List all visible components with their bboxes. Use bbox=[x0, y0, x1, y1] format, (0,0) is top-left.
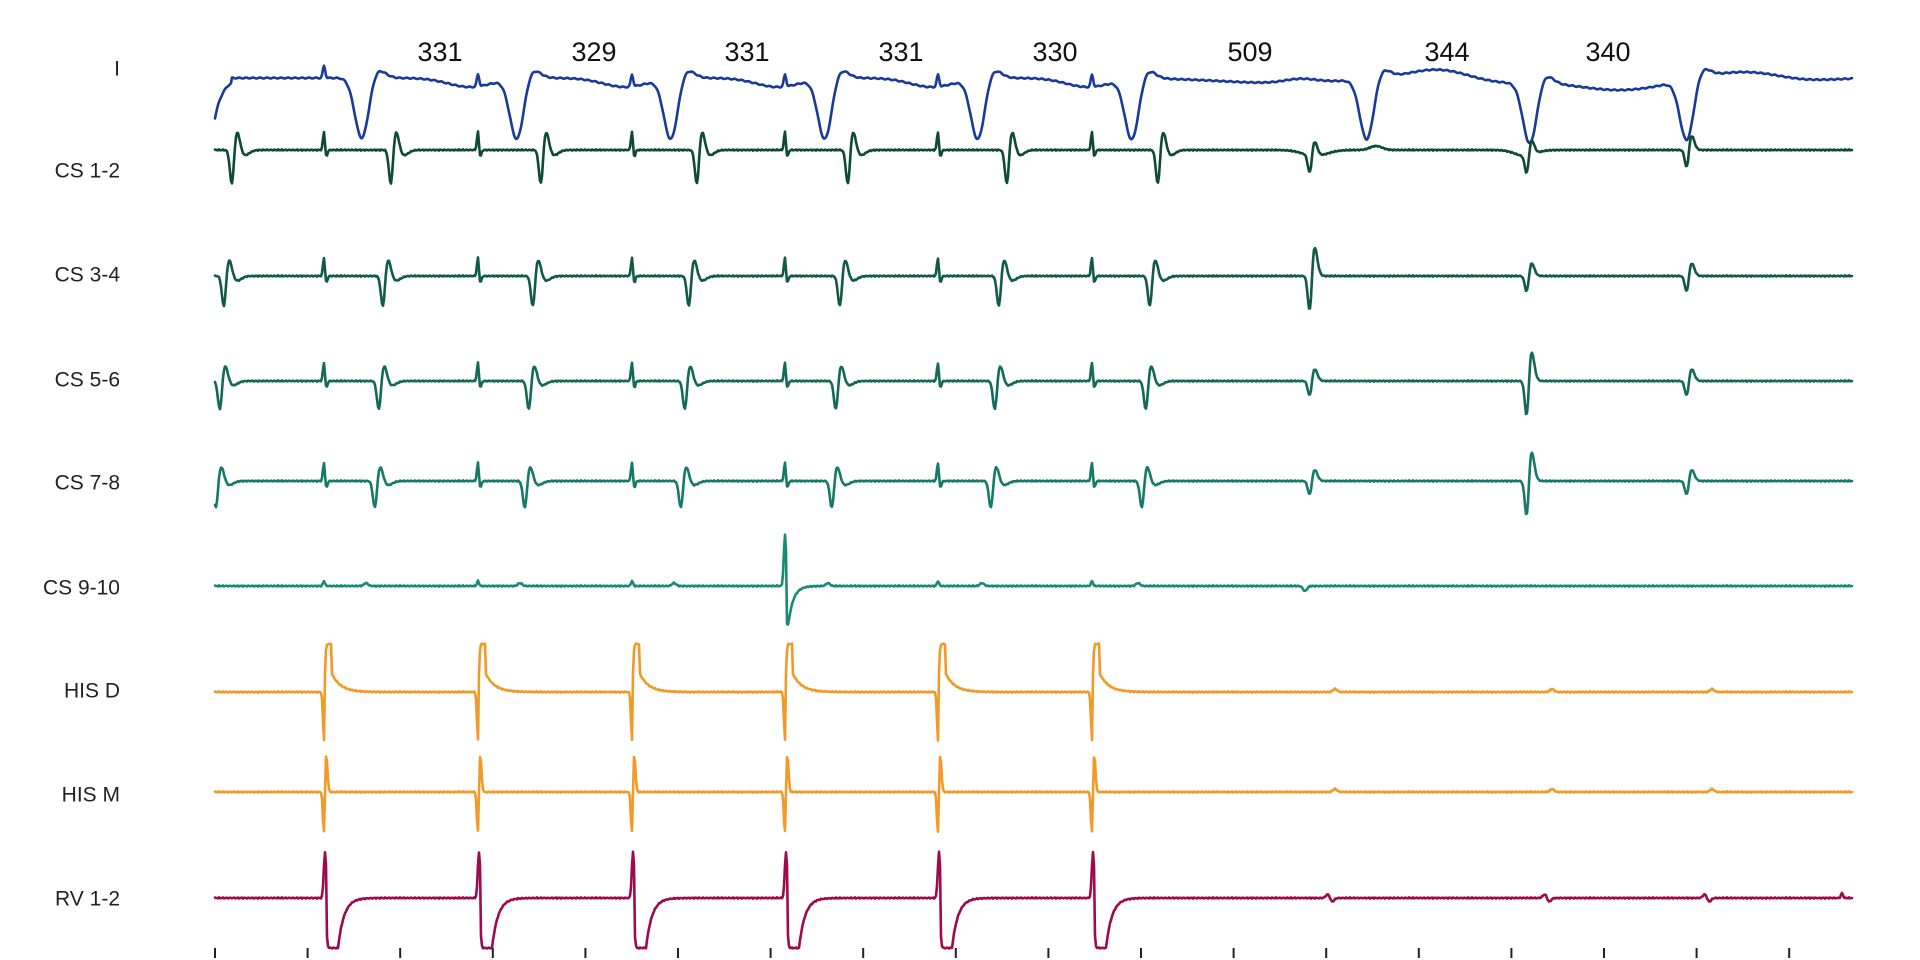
interval-label: 340 bbox=[1585, 37, 1630, 67]
interval-label: 329 bbox=[571, 37, 616, 67]
channel-trace bbox=[213, 451, 1854, 516]
time-axis bbox=[214, 948, 1791, 958]
channel-trace bbox=[213, 533, 1854, 626]
interval-label: 331 bbox=[724, 37, 769, 67]
interval-label: 330 bbox=[1032, 37, 1077, 67]
channel-label: CS 3-4 bbox=[55, 264, 121, 287]
channel-trace bbox=[213, 755, 1854, 833]
channel-label: CS 1-2 bbox=[55, 160, 120, 183]
interval-labels: 331 329 331 331 330 509 344 340 bbox=[417, 37, 1630, 67]
channel-trace bbox=[213, 64, 1854, 145]
channel-trace bbox=[213, 130, 1854, 185]
channel-label: CS 5-6 bbox=[55, 369, 120, 392]
interval-label: 331 bbox=[417, 37, 462, 67]
channel-label: CS 9-10 bbox=[43, 577, 120, 600]
channel-label: CS 7-8 bbox=[55, 472, 120, 495]
channel-trace bbox=[213, 246, 1854, 310]
interval-label: 331 bbox=[878, 37, 923, 67]
channel-traces bbox=[213, 64, 1854, 950]
channel-label: I bbox=[114, 58, 120, 81]
channel-trace bbox=[213, 642, 1854, 742]
interval-label: 509 bbox=[1227, 37, 1272, 67]
channel-labels: I CS 1-2 CS 3-4 CS 5-6 CS 7-8 CS 9-10 HIS D HIS… bbox=[43, 58, 120, 911]
interval-label: 344 bbox=[1424, 37, 1469, 67]
channel-label: HIS M bbox=[62, 784, 120, 807]
channel-trace bbox=[213, 850, 1854, 950]
channel-trace bbox=[213, 351, 1854, 416]
channel-label: HIS D bbox=[64, 680, 120, 703]
channel-label: RV 1-2 bbox=[55, 888, 120, 911]
